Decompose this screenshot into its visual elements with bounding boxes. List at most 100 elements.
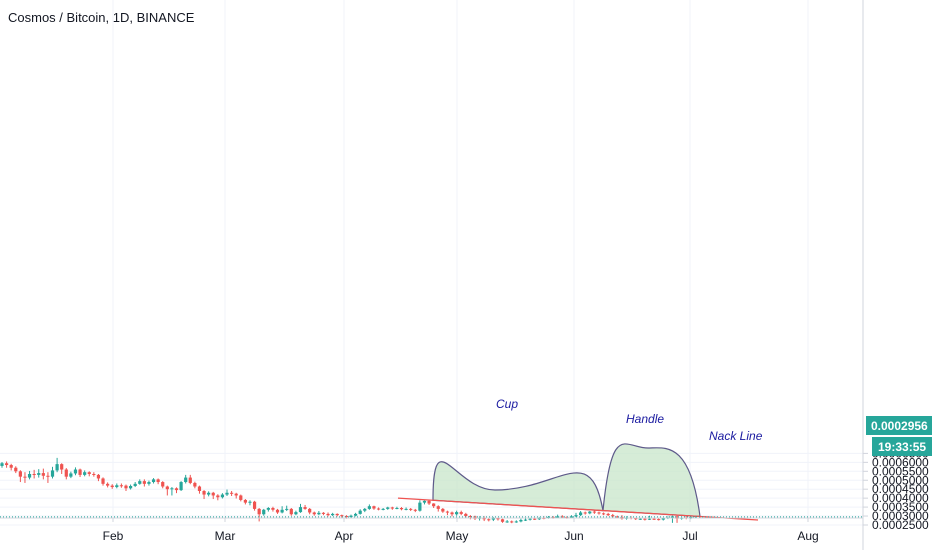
candle bbox=[592, 510, 596, 514]
time-scale[interactable]: Feb Mar Apr May Jun Jul Aug bbox=[103, 518, 819, 543]
candle-body bbox=[202, 490, 206, 495]
candle bbox=[445, 510, 450, 516]
candle-body bbox=[652, 518, 656, 520]
candle-body bbox=[569, 516, 574, 518]
candle-body bbox=[133, 483, 137, 486]
candle-body bbox=[427, 500, 431, 504]
candle-body bbox=[643, 518, 647, 520]
candle bbox=[184, 474, 188, 484]
candle-body bbox=[510, 521, 514, 523]
candle bbox=[436, 505, 440, 512]
candle-body bbox=[294, 512, 298, 515]
x-tick-label: May bbox=[446, 529, 469, 543]
candle bbox=[69, 471, 73, 479]
candle bbox=[266, 507, 270, 512]
candle-body bbox=[18, 471, 22, 477]
candle-body bbox=[46, 475, 50, 477]
candle bbox=[459, 510, 463, 516]
candle bbox=[133, 482, 137, 488]
y-tick-label: 0.0004000 bbox=[872, 491, 929, 505]
candle-body bbox=[514, 521, 518, 523]
candle bbox=[372, 505, 376, 510]
candle-body bbox=[611, 515, 615, 517]
candle bbox=[128, 484, 133, 490]
candle-body bbox=[55, 464, 59, 471]
candle-body bbox=[634, 518, 638, 520]
candle bbox=[4, 461, 9, 468]
candle-body bbox=[119, 485, 123, 487]
candle-body bbox=[151, 479, 156, 483]
candle bbox=[583, 511, 587, 515]
candle-body bbox=[468, 516, 472, 518]
candle-body bbox=[289, 508, 293, 515]
candle-body bbox=[413, 509, 417, 511]
candle bbox=[404, 507, 408, 511]
candle bbox=[14, 466, 18, 474]
candle-body bbox=[106, 483, 110, 486]
candle-body bbox=[445, 511, 450, 513]
candle-body bbox=[436, 506, 440, 509]
candle-body bbox=[317, 512, 321, 515]
candle bbox=[55, 457, 59, 473]
y-tick-label: 0.0002500 bbox=[872, 518, 929, 532]
x-tick-label: Apr bbox=[335, 529, 354, 543]
candle-body bbox=[363, 508, 367, 511]
candle bbox=[331, 512, 335, 517]
candle bbox=[468, 515, 472, 520]
candle-body bbox=[381, 508, 385, 510]
candle-body bbox=[409, 508, 413, 510]
candle-body bbox=[110, 485, 114, 488]
candle bbox=[225, 489, 229, 497]
candle-body bbox=[4, 463, 9, 466]
candle-body bbox=[390, 507, 394, 509]
candle-body bbox=[179, 482, 183, 491]
candle bbox=[239, 494, 243, 502]
candle-body bbox=[372, 506, 376, 509]
candle bbox=[37, 469, 41, 478]
candle-body bbox=[395, 507, 399, 509]
candle-body bbox=[588, 511, 592, 514]
countdown-badge: 19:33:55 bbox=[872, 437, 932, 456]
candle-body bbox=[519, 519, 523, 522]
cup-pattern bbox=[432, 443, 701, 518]
candle bbox=[510, 520, 514, 524]
candle bbox=[289, 507, 293, 516]
candle-body bbox=[220, 494, 225, 498]
candle bbox=[110, 484, 114, 489]
candle bbox=[124, 484, 128, 491]
x-tick-label: Mar bbox=[215, 529, 236, 543]
candle-body bbox=[560, 516, 564, 518]
candle-body bbox=[574, 515, 578, 517]
candle-body bbox=[225, 492, 229, 495]
chart-title: Cosmos / Bitcoin, 1D, BINANCE bbox=[8, 10, 195, 25]
cup-label: Cup bbox=[496, 397, 518, 411]
x-tick-label: Feb bbox=[103, 529, 124, 543]
candle bbox=[211, 491, 215, 500]
candle-body bbox=[14, 467, 18, 472]
candle bbox=[161, 481, 165, 489]
candle bbox=[60, 463, 64, 474]
candle bbox=[455, 510, 459, 516]
candle bbox=[588, 511, 592, 515]
y-tick-label: 0.0004500 bbox=[872, 482, 929, 496]
neckline-label: Nack Line bbox=[709, 429, 763, 443]
candle-body bbox=[161, 482, 165, 487]
price-scale[interactable]: 0.00065000.00060000.00055000.00050000.00… bbox=[863, 446, 929, 532]
candle-body bbox=[83, 472, 87, 475]
candle bbox=[46, 472, 50, 483]
candle-body bbox=[69, 473, 73, 477]
candle bbox=[41, 468, 45, 480]
candle bbox=[18, 470, 22, 483]
candle bbox=[207, 491, 211, 497]
candle bbox=[285, 505, 289, 512]
candle-body bbox=[349, 515, 353, 517]
candle-body bbox=[64, 469, 68, 477]
candle-body bbox=[128, 485, 133, 489]
candle-body bbox=[505, 521, 509, 523]
candle-body bbox=[50, 470, 55, 477]
candle-body bbox=[399, 507, 404, 510]
candle-body bbox=[376, 508, 381, 510]
y-tick-label: 0.0005500 bbox=[872, 464, 929, 478]
candle-body bbox=[303, 507, 307, 509]
